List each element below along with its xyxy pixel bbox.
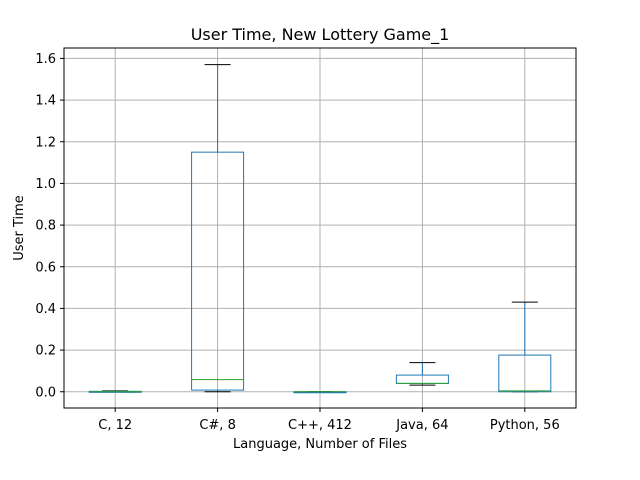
chart-title: User Time, New Lottery Game_1 [191, 25, 450, 45]
y-tick-label: 0.4 [35, 302, 56, 317]
box-3 [395, 362, 449, 386]
x-tick-label: Java, 64 [395, 418, 448, 433]
x-tick-label: C#, 8 [199, 418, 236, 433]
y-tick-label: 0.0 [35, 385, 56, 400]
y-tick-label: 1.4 [35, 94, 56, 109]
y-tick-label: 0.6 [35, 260, 56, 275]
y-axis-label: User Time [12, 195, 27, 261]
y-axis-ticks: 0.0 0.2 0.4 0.6 0.8 1.0 1.2 1.4 1.6 [35, 52, 64, 400]
y-tick-label: 1.6 [35, 52, 56, 67]
box-body [191, 151, 245, 391]
box-1 [191, 64, 245, 393]
x-tick-label: Python, 56 [490, 418, 560, 433]
grid-lines [64, 48, 576, 408]
y-tick-label: 0.8 [35, 219, 56, 234]
box-body [498, 354, 552, 393]
box-0 [88, 390, 142, 393]
x-tick-label: C, 12 [98, 418, 132, 433]
x-tick-label: C++, 412 [288, 418, 352, 433]
x-axis-label: Language, Number of Files [233, 437, 407, 452]
y-tick-label: 1.2 [35, 135, 56, 150]
box-4 [498, 301, 552, 393]
box-series [88, 64, 552, 394]
x-axis-ticks: C, 12 C#, 8 C++, 412 Java, 64 Python, 56 [98, 408, 560, 433]
y-tick-label: 0.2 [35, 344, 56, 359]
y-tick-label: 1.0 [35, 177, 56, 192]
box-2 [293, 391, 347, 394]
